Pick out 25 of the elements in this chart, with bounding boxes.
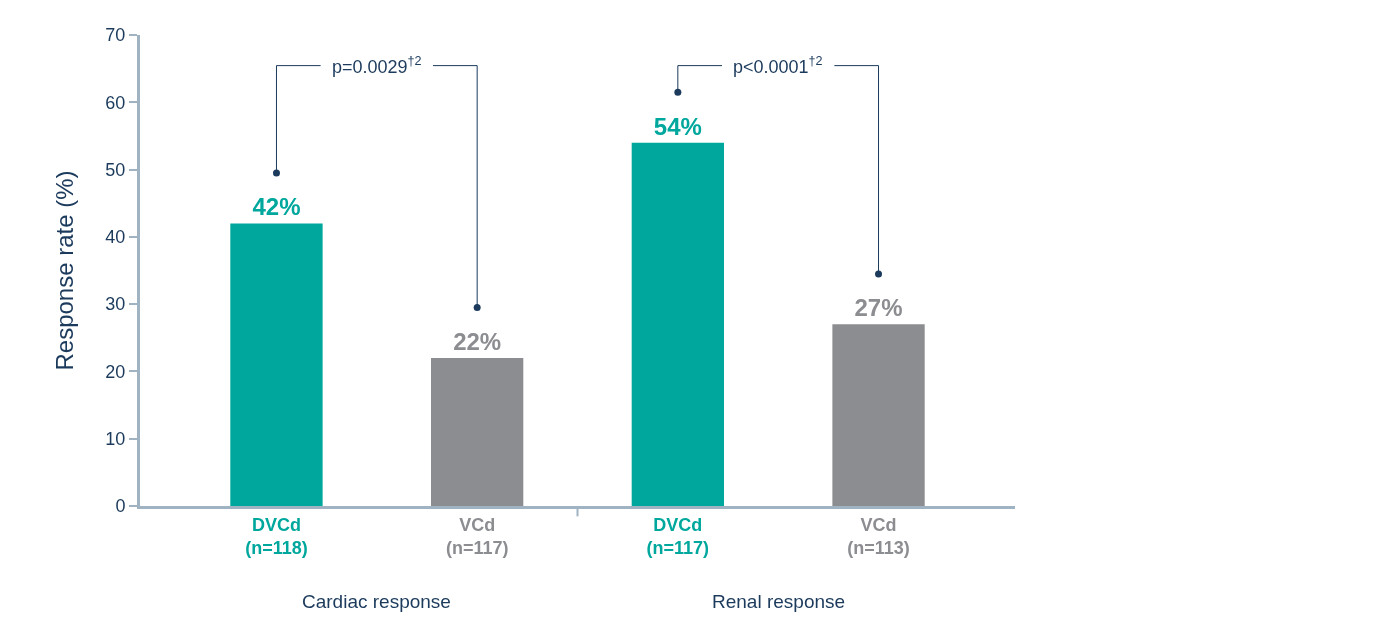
y-axis-title: Response rate (%) [51, 170, 79, 371]
annotation: p=0.0029$^{†2}$ [332, 54, 422, 77]
data-label: 27% [854, 294, 903, 322]
y-tick-label: 70 [105, 25, 126, 46]
y-tick-label: 60 [105, 92, 126, 113]
y-tick-label: 20 [105, 361, 126, 382]
data-label: 42% [252, 193, 301, 221]
annotation: p<0.0001$^{†2}$ [733, 54, 823, 77]
x-tick-label: DVCd (n=117) [646, 514, 710, 558]
bar [431, 357, 524, 506]
data-label: 54% [653, 112, 702, 140]
x-tick-label: VCd (n=113) [847, 514, 910, 558]
data-label: 22% [453, 327, 502, 355]
y-tick-label: 40 [105, 227, 126, 248]
bar [631, 142, 724, 506]
y-tick-label: 30 [105, 294, 126, 315]
text: Cardiac response [302, 591, 451, 612]
y-tick-label: 10 [105, 429, 126, 450]
bar [832, 324, 925, 506]
bar [230, 223, 323, 506]
y-tick-label: 50 [105, 159, 126, 180]
x-tick-label: DVCd (n=118) [245, 514, 308, 558]
y-tick-label: 0 [115, 496, 126, 517]
x-tick-label: VCd (n=117) [445, 514, 509, 558]
text: Renal response [712, 591, 846, 612]
